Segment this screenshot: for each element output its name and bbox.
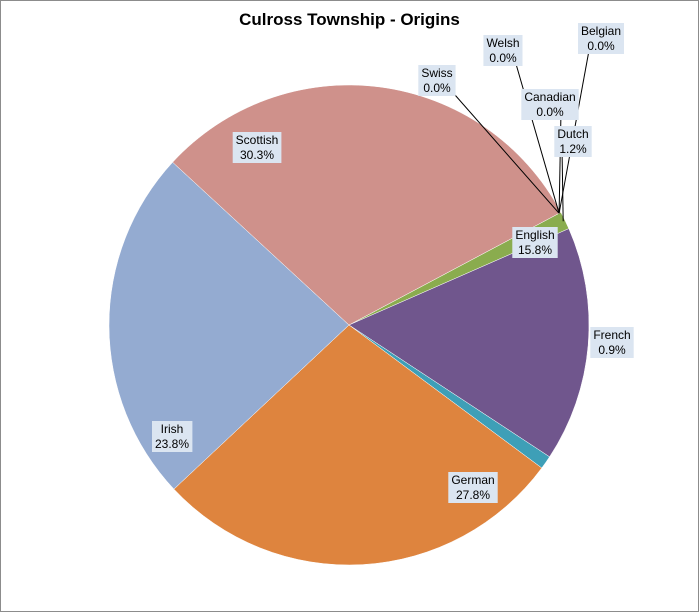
data-label-box — [232, 132, 282, 163]
chart-title: Culross Township - Origins — [239, 10, 460, 29]
data-label-box — [590, 327, 634, 358]
data-label-box — [418, 65, 456, 96]
data-label-category: Welsh — [486, 36, 519, 50]
data-label-category: English — [515, 228, 554, 242]
data-label-box — [578, 23, 624, 54]
leader-line-dutch — [561, 147, 564, 222]
data-label-category: Swiss — [421, 66, 452, 80]
data-label-value: 1.2% — [559, 142, 587, 156]
data-label-category: Scottish — [236, 133, 279, 147]
data-label-value: 27.8% — [456, 488, 490, 502]
data-label-value: 23.8% — [155, 437, 189, 451]
leader-line-welsh — [513, 56, 560, 214]
pie-slice-english — [348, 228, 590, 458]
data-label-category: Irish — [161, 422, 184, 436]
data-label-box — [483, 35, 523, 66]
data-label-box — [152, 421, 193, 452]
data-label-value: 0.0% — [536, 105, 564, 119]
data-label-box — [554, 126, 592, 157]
data-label-category: Dutch — [557, 127, 588, 141]
data-label-category: Belgian — [581, 24, 621, 38]
leader-line-swiss — [447, 86, 560, 214]
data-label-category: Canadian — [524, 90, 575, 104]
data-label-value: 0.0% — [423, 81, 451, 95]
data-label-value: 0.9% — [598, 343, 626, 357]
data-label-box — [448, 472, 498, 503]
data-label-value: 0.0% — [489, 51, 517, 65]
data-label-box — [521, 89, 579, 120]
data-label-box — [512, 227, 558, 258]
data-label-value: 0.0% — [587, 39, 615, 53]
data-label-value: 30.3% — [240, 148, 274, 162]
pie-slice-irish — [108, 161, 350, 490]
data-label-category: German — [451, 473, 494, 487]
data-label-value: 15.8% — [518, 243, 552, 257]
data-label-category: French — [593, 328, 630, 342]
pie-slice-german — [173, 324, 543, 566]
